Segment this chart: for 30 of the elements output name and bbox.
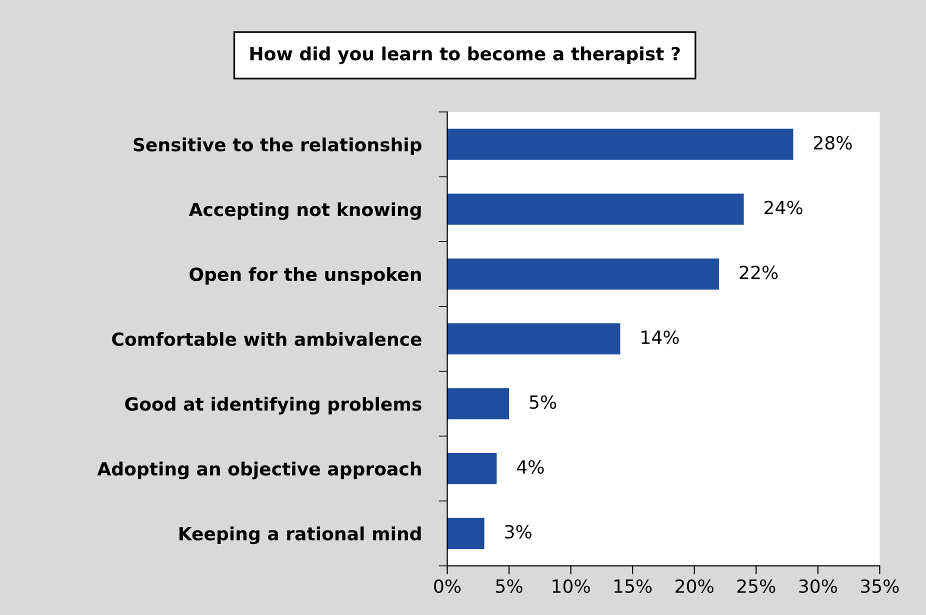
x-tick-label: 15% bbox=[614, 579, 652, 593]
x-tick-label: 5% bbox=[496, 579, 522, 593]
bar bbox=[447, 258, 720, 290]
bar bbox=[447, 128, 794, 160]
y-tick-label: Adopting an objective approach bbox=[97, 462, 421, 480]
bar bbox=[447, 194, 744, 225]
y-tick-label: Keeping a rational mind bbox=[179, 526, 421, 544]
data-label: 4% bbox=[517, 460, 544, 474]
bar bbox=[447, 518, 484, 549]
data-label: 24% bbox=[764, 200, 802, 214]
bar bbox=[447, 323, 620, 354]
y-tick-label: Comfortable with ambivalence bbox=[112, 332, 422, 346]
data-label: 14% bbox=[642, 330, 679, 344]
x-tick-label: 35% bbox=[861, 579, 899, 593]
y-tick-label: Accepting not knowing bbox=[188, 202, 421, 220]
data-label: 3% bbox=[505, 524, 532, 539]
chart-title: How did you learn to become a therapist ? bbox=[250, 46, 680, 64]
x-tick-label: 0% bbox=[434, 579, 461, 593]
y-tick-label: Open for the unspoken bbox=[190, 267, 421, 285]
bar bbox=[447, 388, 510, 420]
data-label: 22% bbox=[740, 266, 778, 280]
data-label: 5% bbox=[530, 395, 556, 409]
data-label: 28% bbox=[814, 136, 852, 150]
x-tick-label: 20% bbox=[676, 579, 714, 593]
y-tick-label: Good at identifying problems bbox=[125, 396, 422, 414]
x-tick-label: 10% bbox=[552, 579, 590, 593]
y-tick-label: Sensitive to the relationship bbox=[134, 137, 422, 155]
bar bbox=[447, 452, 497, 484]
x-tick-label: 30% bbox=[799, 579, 837, 593]
x-tick-label: 25% bbox=[737, 579, 776, 593]
